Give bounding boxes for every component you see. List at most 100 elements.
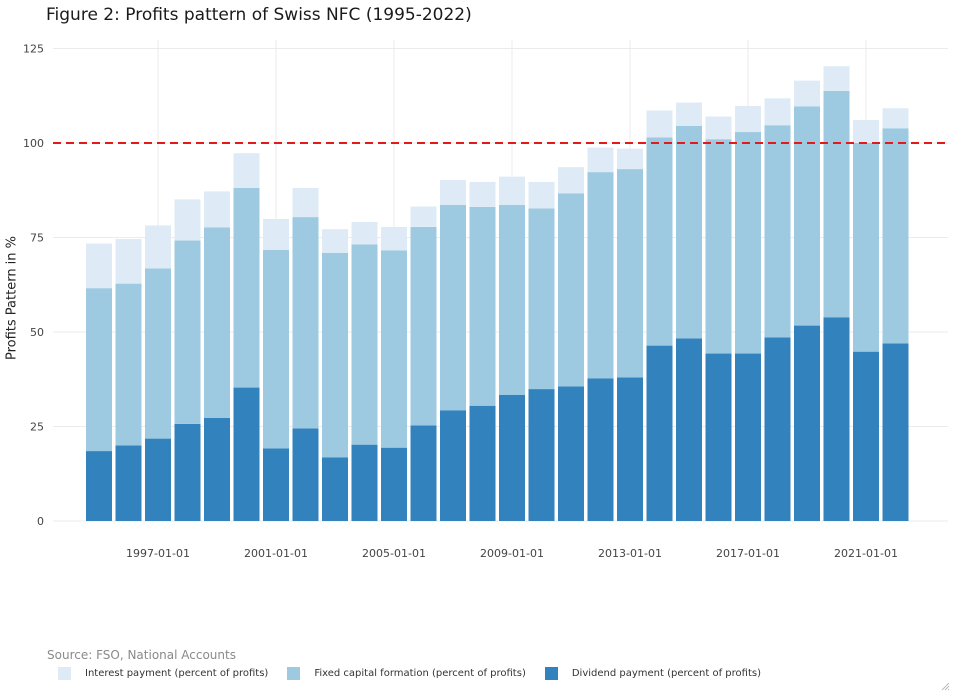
bar-dividend xyxy=(263,448,289,521)
x-tick-label: 2021-01-01 xyxy=(834,547,898,560)
bar-interest xyxy=(115,239,142,284)
bar-fixed-capital xyxy=(263,249,289,449)
bar-dividend xyxy=(86,451,112,521)
bar-dividend xyxy=(115,445,142,521)
bar-interest xyxy=(882,108,909,129)
bar-fixed-capital xyxy=(469,206,496,406)
bar-interest xyxy=(735,105,761,133)
bar-dividend xyxy=(705,353,732,521)
bar-interest xyxy=(558,167,584,194)
chart-area: 0 25 50 75 100 125 1997-01-01 2001-01-01 2005-01… xyxy=(23,40,948,560)
bar-interest xyxy=(676,102,702,126)
resize-grip-icon[interactable] xyxy=(940,681,950,691)
bar-interest xyxy=(410,206,437,227)
bar-fixed-capital xyxy=(174,240,201,424)
y-tick-label: 75 xyxy=(30,232,44,245)
bar-dividend xyxy=(794,325,820,521)
bar-fixed-capital xyxy=(292,217,319,429)
bar-fixed-capital xyxy=(853,143,879,352)
bar-interest xyxy=(617,148,643,170)
legend-swatch-fixed-capital xyxy=(287,667,301,680)
bar-dividend xyxy=(145,438,171,521)
bar-dividend xyxy=(351,444,378,521)
bar-interest xyxy=(381,226,407,251)
bar-interest xyxy=(853,119,879,143)
bar-interest xyxy=(174,199,201,241)
bar-interest xyxy=(528,181,555,209)
legend-swatch-interest xyxy=(58,667,71,680)
bar-interest xyxy=(823,66,850,91)
bar-dividend xyxy=(469,405,496,521)
bar-fixed-capital xyxy=(764,125,791,338)
bar-dividend xyxy=(499,394,525,521)
legend-item-dividend[interactable]: Dividend payment (percent of profits) xyxy=(544,667,761,680)
legend: Interest payment (percent of profits) Fi… xyxy=(58,667,780,680)
legend-label-interest: Interest payment (percent of profits) xyxy=(85,668,269,679)
bar-dividend xyxy=(174,423,201,521)
legend-swatch-dividend xyxy=(544,667,558,680)
bar-fixed-capital xyxy=(646,137,673,346)
legend-label-dividend: Dividend payment (percent of profits) xyxy=(571,668,761,679)
bar-fixed-capital xyxy=(705,139,732,354)
bar-dividend xyxy=(735,353,761,521)
bar-interest xyxy=(263,218,289,250)
bar-fixed-capital xyxy=(115,283,142,446)
bar-fixed-capital xyxy=(617,169,643,378)
bar-fixed-capital xyxy=(676,125,702,339)
bar-fixed-capital xyxy=(882,128,909,344)
y-tick-label: 25 xyxy=(30,421,44,434)
x-tick-label: 2001-01-01 xyxy=(244,547,308,560)
legend-label-fixed-capital: Fixed capital formation (percent of prof… xyxy=(314,668,526,679)
bar-fixed-capital xyxy=(381,250,407,448)
bar-interest xyxy=(440,180,466,205)
bar-fixed-capital xyxy=(322,252,348,458)
bar-dividend xyxy=(381,447,407,521)
bar-interest xyxy=(204,191,230,228)
bar-fixed-capital xyxy=(145,268,171,439)
bar-interest xyxy=(794,80,820,107)
bar-dividend xyxy=(764,337,791,521)
x-tick-label: 2017-01-01 xyxy=(716,547,780,560)
bar-fixed-capital xyxy=(735,132,761,354)
bar-dividend xyxy=(528,389,555,521)
bar-interest xyxy=(322,229,348,253)
y-tick-label: 0 xyxy=(37,515,44,528)
bar-interest xyxy=(499,176,525,205)
bar-interest xyxy=(86,243,112,289)
bar-interest xyxy=(233,153,260,188)
bar-dividend xyxy=(823,317,850,521)
bar-dividend xyxy=(587,378,614,521)
bar-fixed-capital xyxy=(823,90,850,318)
source-note: Source: FSO, National Accounts xyxy=(47,648,236,662)
bar-dividend xyxy=(558,386,584,521)
bar-dividend xyxy=(322,457,348,521)
bar-dividend xyxy=(676,338,702,521)
x-tick-label: 2005-01-01 xyxy=(362,547,426,560)
chart-title: Figure 2: Profits pattern of Swiss NFC (… xyxy=(46,5,472,25)
bar-fixed-capital xyxy=(410,226,437,426)
bar-interest xyxy=(145,225,171,269)
y-tick-label: 50 xyxy=(30,326,44,339)
y-tick-label: 100 xyxy=(23,137,44,150)
bar-fixed-capital xyxy=(499,204,525,395)
legend-item-interest[interactable]: Interest payment (percent of profits) xyxy=(58,667,268,680)
bar-interest xyxy=(469,181,496,207)
bar-dividend xyxy=(646,345,673,521)
y-tick-label: 125 xyxy=(23,43,44,56)
bar-fixed-capital xyxy=(233,187,260,388)
x-tick-label: 2013-01-01 xyxy=(598,547,662,560)
bar-fixed-capital xyxy=(204,227,230,418)
x-tick-label: 2009-01-01 xyxy=(480,547,544,560)
bar-fixed-capital xyxy=(794,106,820,326)
bar-dividend xyxy=(440,410,466,521)
bar-dividend xyxy=(204,417,230,521)
bar-fixed-capital xyxy=(440,204,466,411)
legend-item-fixed-capital[interactable]: Fixed capital formation (percent of prof… xyxy=(287,667,526,680)
bar-fixed-capital xyxy=(587,172,614,379)
bar-fixed-capital xyxy=(351,244,378,445)
bar-fixed-capital xyxy=(86,288,112,452)
bar-dividend xyxy=(882,343,909,521)
bar-dividend xyxy=(292,428,319,521)
bar-interest xyxy=(646,110,673,138)
bar-interest xyxy=(587,147,614,173)
